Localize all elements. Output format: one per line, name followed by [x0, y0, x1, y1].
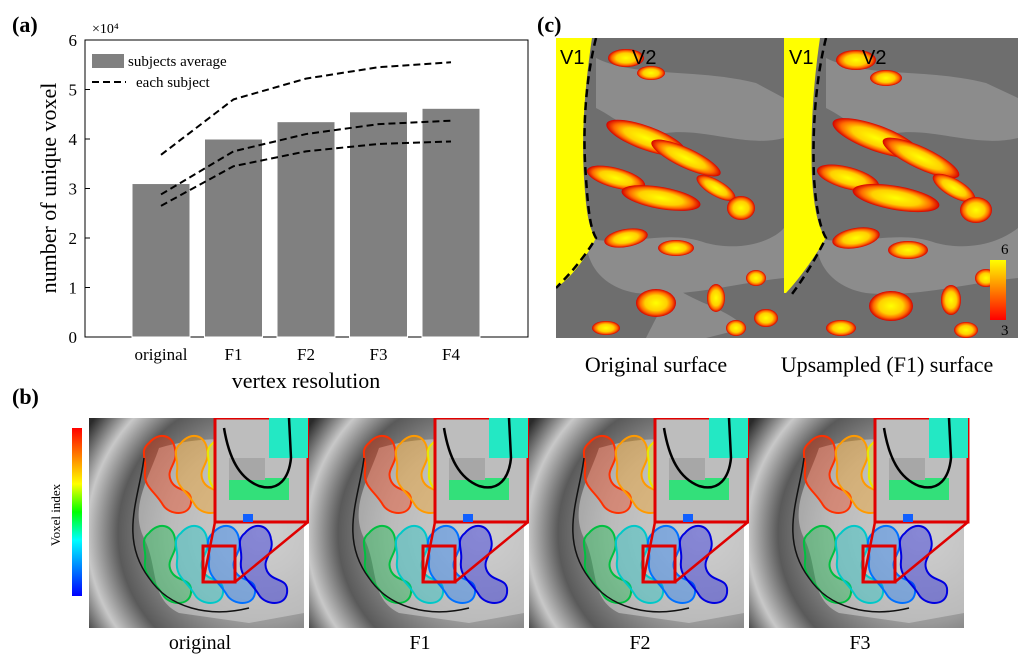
y-tick-label: 6 — [69, 31, 78, 50]
x-tick-label: F3 — [370, 345, 388, 364]
brain-image-row — [89, 418, 979, 630]
legend-label-subject: each subject — [136, 75, 211, 91]
bar — [421, 107, 481, 338]
y-exponent-label: ×10⁴ — [92, 22, 119, 37]
upsampled-surface-image: V1 V2 — [784, 38, 1018, 338]
original-surface-image: V1 V2 — [556, 38, 784, 338]
caption-b-f3: F3 — [849, 632, 871, 654]
y-tick-label: 5 — [69, 81, 78, 100]
brain-image-2 — [529, 418, 750, 628]
y-tick-label: 1 — [69, 279, 78, 298]
x-tick-label: F4 — [442, 345, 460, 364]
colorbar-max-label: 6 — [1001, 242, 1009, 258]
v1-label-right: V1 — [789, 47, 813, 69]
subject-line-2 — [160, 119, 452, 196]
voxel-index-colorbar — [72, 428, 82, 596]
caption-b-original: original — [168, 632, 232, 654]
surface-figure: V1 V2 V1 V2 6 3 — [556, 38, 1018, 338]
brain-image-0 — [89, 418, 310, 628]
x-axis-label: vertex resolution — [232, 368, 380, 393]
caption-upsampled-surface: Upsampled (F1) surface — [780, 352, 994, 377]
y-tick-label: 3 — [69, 180, 78, 199]
v1-label-left: V1 — [560, 47, 584, 69]
x-tick-label: F1 — [225, 345, 243, 364]
y-tick-label: 2 — [69, 229, 78, 248]
legend-swatch-bar — [92, 54, 124, 68]
caption-original-surface: Original surface — [584, 352, 728, 377]
y-tick-label: 4 — [69, 130, 78, 149]
bar — [276, 121, 336, 338]
brain-image-1 — [309, 418, 530, 628]
surface-colorbar — [990, 260, 1006, 320]
bar-chart: 0 1 2 3 4 5 6 original F1 F2 F3 F4 ×10⁴ number of u… — [36, 22, 529, 393]
v2-label-right: V2 — [862, 47, 886, 69]
caption-b-f2: F2 — [629, 632, 651, 654]
panel-a-label: (a) — [12, 12, 38, 37]
panel-b-label: (b) — [12, 384, 39, 409]
subject-line-3 — [160, 140, 452, 207]
v2-label-left: V2 — [632, 47, 656, 69]
caption-b-f1: F1 — [409, 632, 431, 654]
legend-label-average: subjects average — [128, 54, 227, 70]
voxel-index-label-wrap: Voxel index — [48, 483, 63, 546]
legend: subjects average each subject — [92, 54, 227, 91]
voxel-index-label: Voxel index — [48, 483, 63, 546]
brain-image-3 — [749, 418, 970, 628]
bar — [349, 111, 408, 338]
bar — [204, 138, 263, 338]
bar — [131, 183, 191, 338]
y-axis-label: number of unique voxel — [36, 83, 61, 294]
subject-line-1 — [160, 61, 452, 156]
y-tick-label: 0 — [69, 328, 78, 347]
panel-c-label: (c) — [537, 12, 562, 37]
x-tick-label: F2 — [297, 345, 315, 364]
colorbar-min-label: 3 — [1001, 323, 1009, 338]
x-tick-label: original — [135, 345, 188, 364]
